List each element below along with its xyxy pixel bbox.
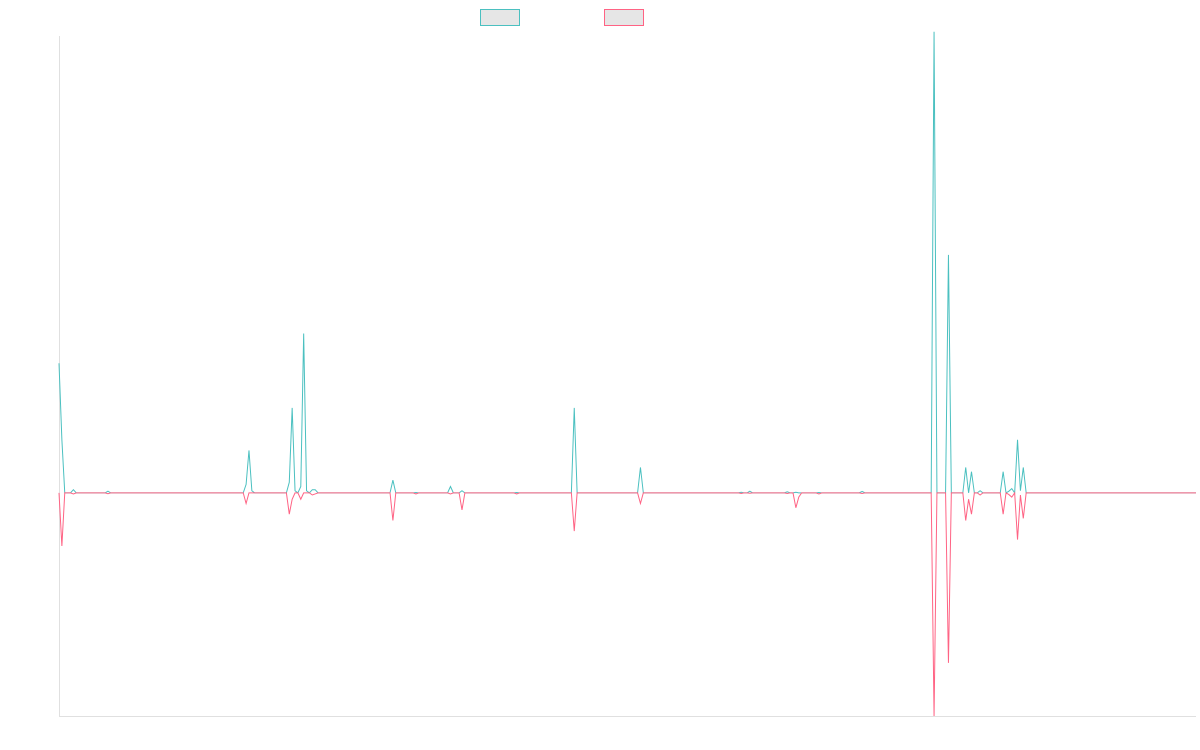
series-layer <box>58 31 1196 717</box>
legend-swatch-series-1[interactable] <box>480 9 520 26</box>
series-line-1 <box>58 31 1196 495</box>
series-line-2 <box>58 491 1196 717</box>
legend-swatch-series-2[interactable] <box>604 9 644 26</box>
